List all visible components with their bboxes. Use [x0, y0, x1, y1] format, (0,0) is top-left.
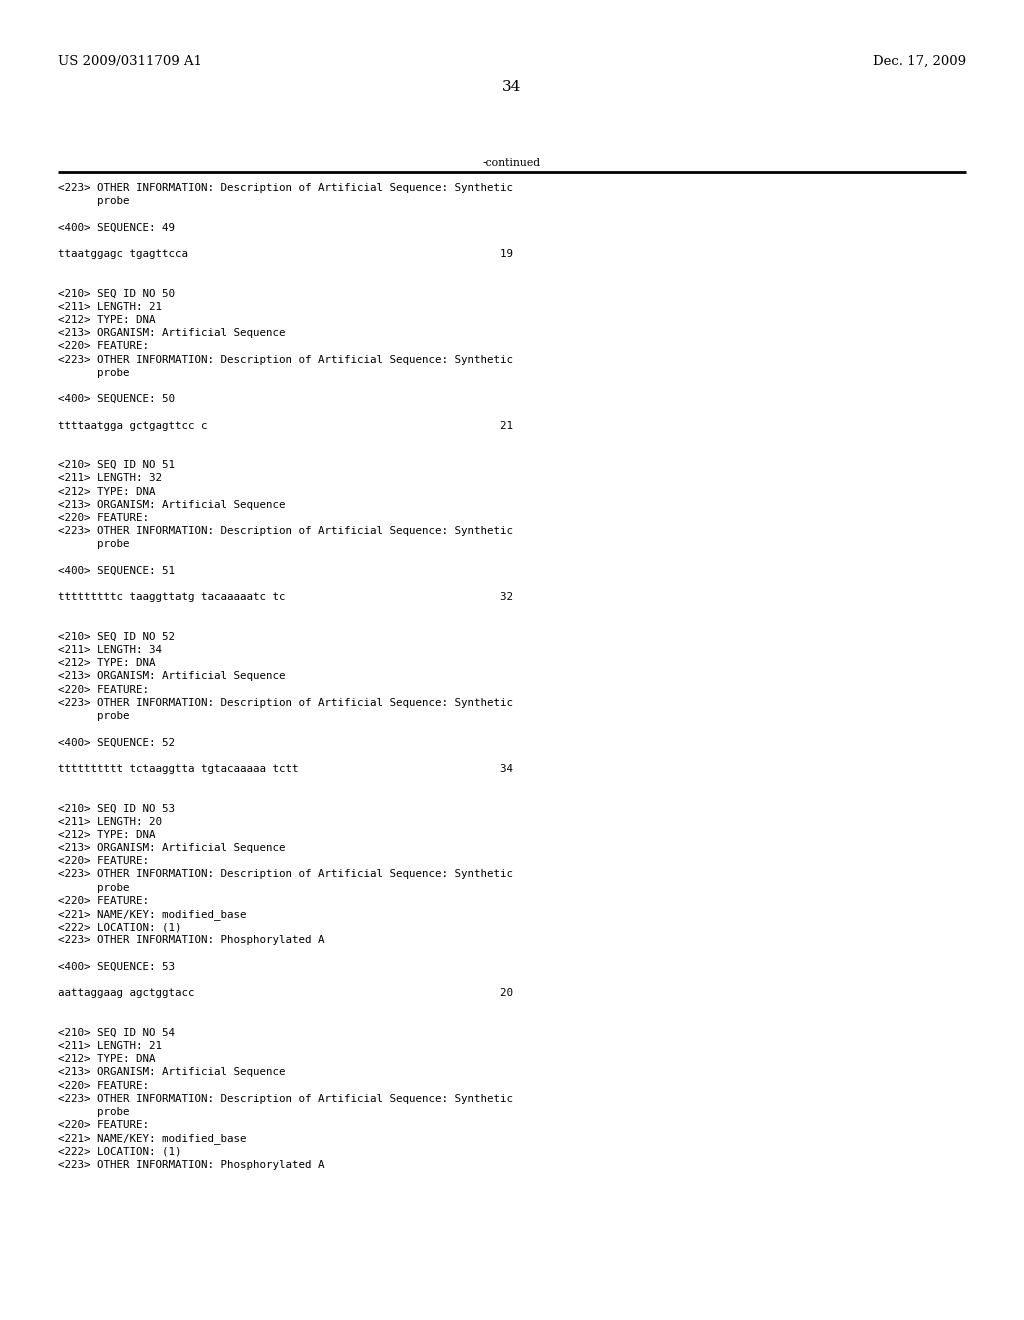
Text: <213> ORGANISM: Artificial Sequence: <213> ORGANISM: Artificial Sequence — [58, 843, 286, 853]
Text: <211> LENGTH: 21: <211> LENGTH: 21 — [58, 302, 162, 312]
Text: <210> SEQ ID NO 52: <210> SEQ ID NO 52 — [58, 632, 175, 642]
Text: <400> SEQUENCE: 52: <400> SEQUENCE: 52 — [58, 738, 175, 747]
Text: <222> LOCATION: (1): <222> LOCATION: (1) — [58, 923, 181, 932]
Text: <212> TYPE: DNA: <212> TYPE: DNA — [58, 487, 156, 496]
Text: tttttttttt tctaaggtta tgtacaaaaa tctt                               34: tttttttttt tctaaggtta tgtacaaaaa tctt 34 — [58, 764, 513, 774]
Text: <220> FEATURE:: <220> FEATURE: — [58, 342, 150, 351]
Text: <400> SEQUENCE: 53: <400> SEQUENCE: 53 — [58, 962, 175, 972]
Text: <400> SEQUENCE: 51: <400> SEQUENCE: 51 — [58, 566, 175, 576]
Text: <223> OTHER INFORMATION: Description of Artificial Sequence: Synthetic: <223> OTHER INFORMATION: Description of … — [58, 870, 513, 879]
Text: probe: probe — [58, 1107, 129, 1117]
Text: <211> LENGTH: 20: <211> LENGTH: 20 — [58, 817, 162, 826]
Text: US 2009/0311709 A1: US 2009/0311709 A1 — [58, 55, 202, 69]
Text: ttaatggagc tgagttcca                                                19: ttaatggagc tgagttcca 19 — [58, 249, 513, 259]
Text: <213> ORGANISM: Artificial Sequence: <213> ORGANISM: Artificial Sequence — [58, 1068, 286, 1077]
Text: <212> TYPE: DNA: <212> TYPE: DNA — [58, 1055, 156, 1064]
Text: <223> OTHER INFORMATION: Phosphorylated A: <223> OTHER INFORMATION: Phosphorylated … — [58, 936, 325, 945]
Text: <212> TYPE: DNA: <212> TYPE: DNA — [58, 830, 156, 840]
Text: <211> LENGTH: 21: <211> LENGTH: 21 — [58, 1041, 162, 1051]
Text: <220> FEATURE:: <220> FEATURE: — [58, 513, 150, 523]
Text: <210> SEQ ID NO 51: <210> SEQ ID NO 51 — [58, 461, 175, 470]
Text: Dec. 17, 2009: Dec. 17, 2009 — [872, 55, 966, 69]
Text: <220> FEATURE:: <220> FEATURE: — [58, 685, 150, 694]
Text: <223> OTHER INFORMATION: Description of Artificial Sequence: Synthetic: <223> OTHER INFORMATION: Description of … — [58, 1094, 513, 1104]
Text: 34: 34 — [503, 81, 521, 94]
Text: <220> FEATURE:: <220> FEATURE: — [58, 896, 150, 906]
Text: <400> SEQUENCE: 49: <400> SEQUENCE: 49 — [58, 223, 175, 232]
Text: <210> SEQ ID NO 50: <210> SEQ ID NO 50 — [58, 289, 175, 298]
Text: <220> FEATURE:: <220> FEATURE: — [58, 857, 150, 866]
Text: <223> OTHER INFORMATION: Description of Artificial Sequence: Synthetic: <223> OTHER INFORMATION: Description of … — [58, 183, 513, 193]
Text: <212> TYPE: DNA: <212> TYPE: DNA — [58, 659, 156, 668]
Text: <213> ORGANISM: Artificial Sequence: <213> ORGANISM: Artificial Sequence — [58, 500, 286, 510]
Text: <211> LENGTH: 32: <211> LENGTH: 32 — [58, 474, 162, 483]
Text: <400> SEQUENCE: 50: <400> SEQUENCE: 50 — [58, 395, 175, 404]
Text: <220> FEATURE:: <220> FEATURE: — [58, 1121, 150, 1130]
Text: ttttaatgga gctgagttcc c                                             21: ttttaatgga gctgagttcc c 21 — [58, 421, 513, 430]
Text: <210> SEQ ID NO 53: <210> SEQ ID NO 53 — [58, 804, 175, 813]
Text: <220> FEATURE:: <220> FEATURE: — [58, 1081, 150, 1090]
Text: <223> OTHER INFORMATION: Description of Artificial Sequence: Synthetic: <223> OTHER INFORMATION: Description of … — [58, 698, 513, 708]
Text: probe: probe — [58, 540, 129, 549]
Text: <213> ORGANISM: Artificial Sequence: <213> ORGANISM: Artificial Sequence — [58, 672, 286, 681]
Text: <221> NAME/KEY: modified_base: <221> NAME/KEY: modified_base — [58, 1134, 247, 1144]
Text: <213> ORGANISM: Artificial Sequence: <213> ORGANISM: Artificial Sequence — [58, 329, 286, 338]
Text: aattaggaag agctggtacc                                               20: aattaggaag agctggtacc 20 — [58, 989, 513, 998]
Text: <222> LOCATION: (1): <222> LOCATION: (1) — [58, 1147, 181, 1156]
Text: <223> OTHER INFORMATION: Phosphorylated A: <223> OTHER INFORMATION: Phosphorylated … — [58, 1160, 325, 1170]
Text: <211> LENGTH: 34: <211> LENGTH: 34 — [58, 645, 162, 655]
Text: <212> TYPE: DNA: <212> TYPE: DNA — [58, 315, 156, 325]
Text: <223> OTHER INFORMATION: Description of Artificial Sequence: Synthetic: <223> OTHER INFORMATION: Description of … — [58, 527, 513, 536]
Text: probe: probe — [58, 368, 129, 378]
Text: <210> SEQ ID NO 54: <210> SEQ ID NO 54 — [58, 1028, 175, 1038]
Text: -continued: -continued — [483, 158, 541, 168]
Text: tttttttttc taaggttatg tacaaaaatc tc                                 32: tttttttttc taaggttatg tacaaaaatc tc 32 — [58, 593, 513, 602]
Text: <223> OTHER INFORMATION: Description of Artificial Sequence: Synthetic: <223> OTHER INFORMATION: Description of … — [58, 355, 513, 364]
Text: probe: probe — [58, 197, 129, 206]
Text: probe: probe — [58, 883, 129, 892]
Text: <221> NAME/KEY: modified_base: <221> NAME/KEY: modified_base — [58, 909, 247, 920]
Text: probe: probe — [58, 711, 129, 721]
